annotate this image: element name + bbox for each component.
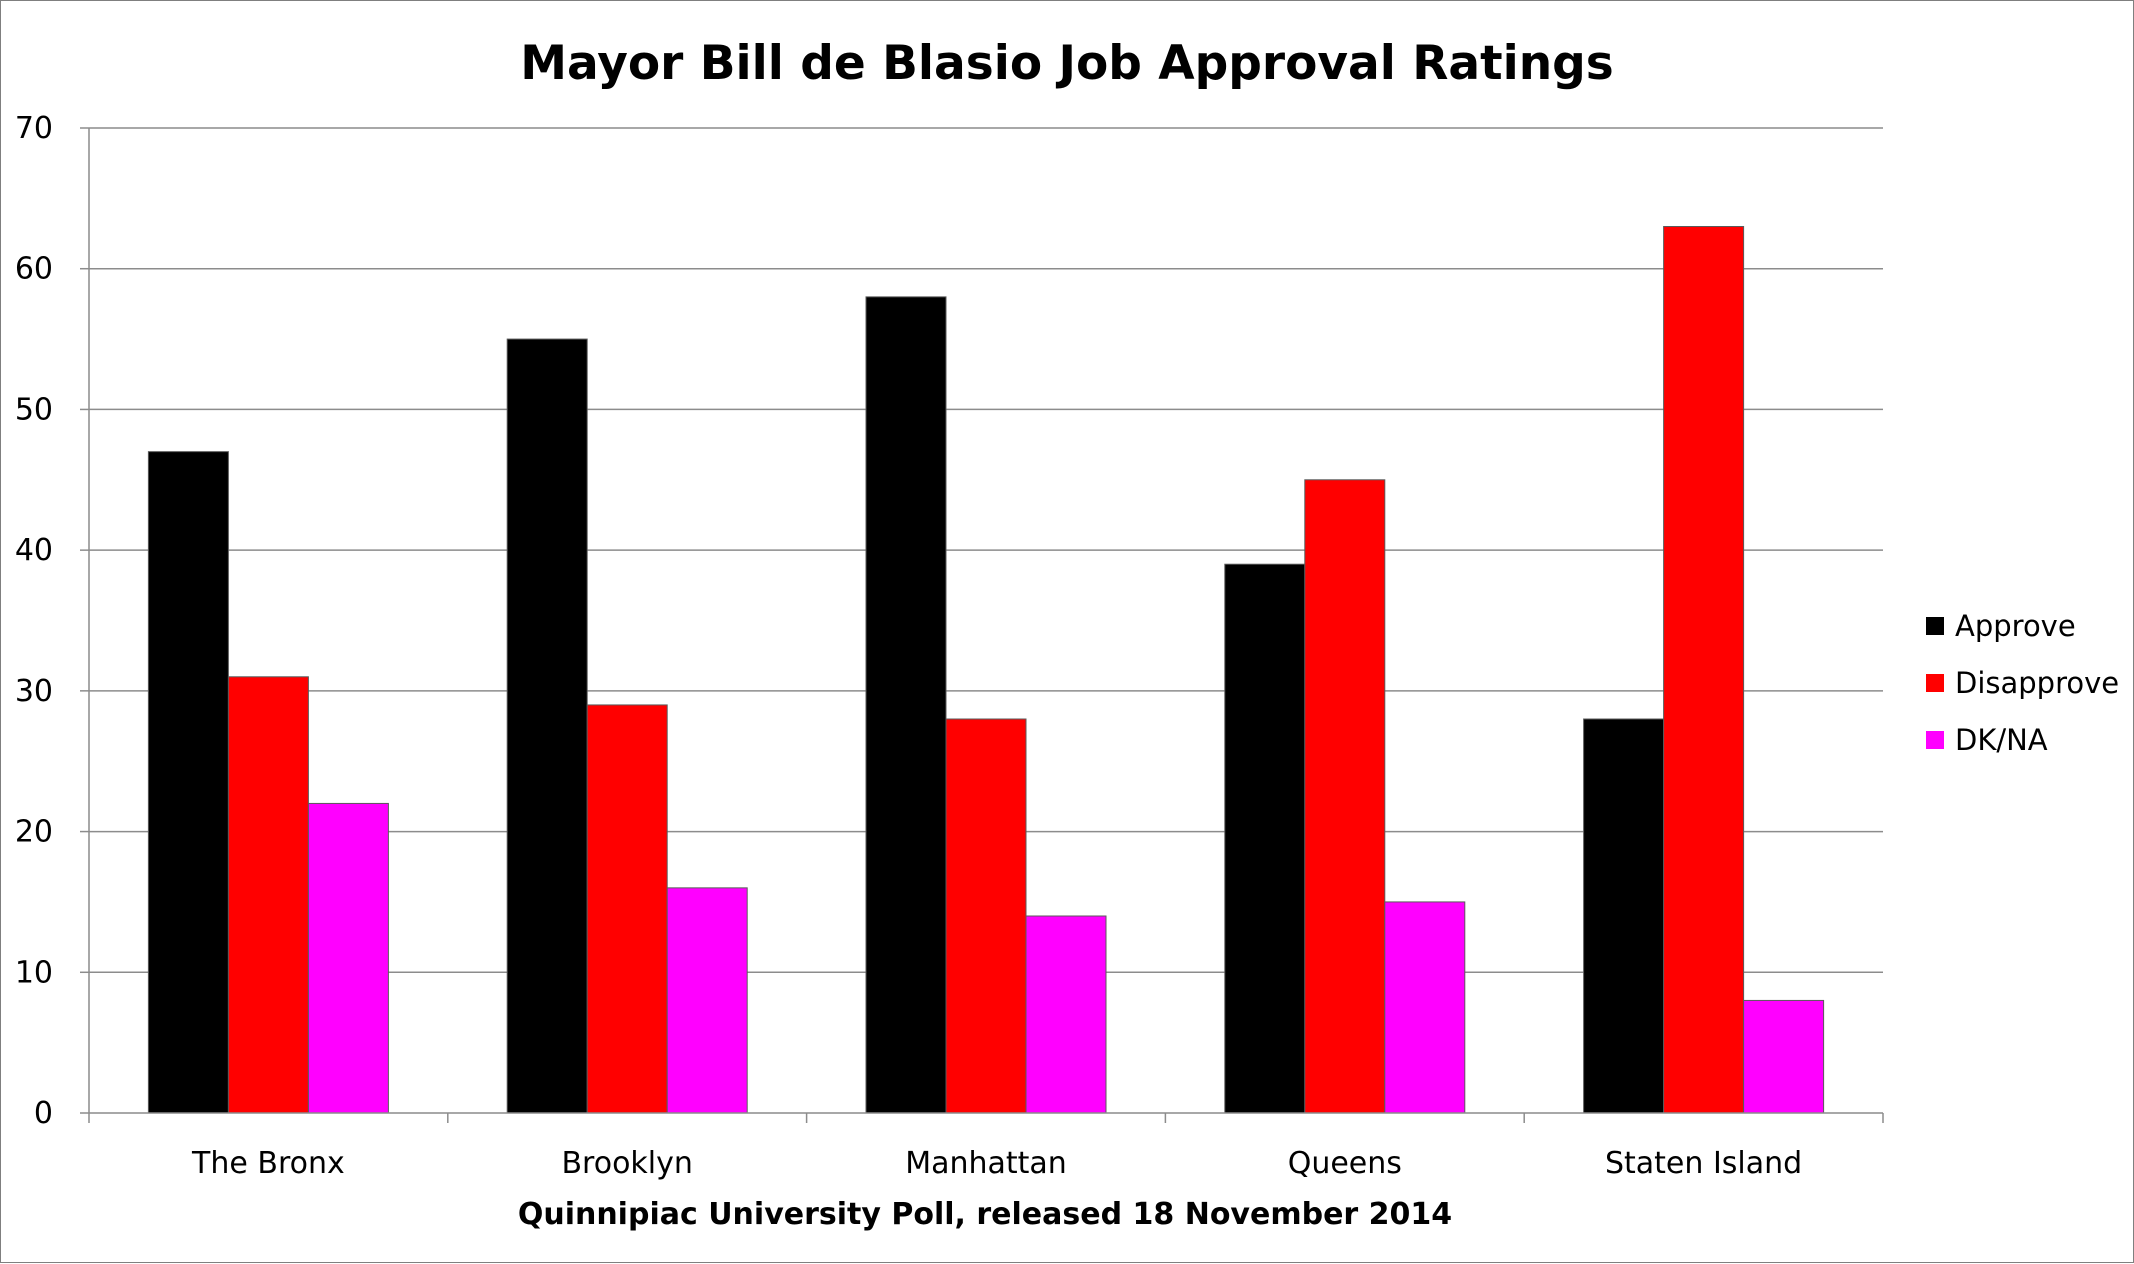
y-tick-label: 30 xyxy=(15,674,53,709)
bar-approve xyxy=(1224,563,1306,1114)
chart-title: Mayor Bill de Blasio Job Approval Rating… xyxy=(520,36,1614,91)
x-axis-label: Quinnipiac University Poll, released 18 … xyxy=(518,1197,1452,1232)
x-tick-label: Queens xyxy=(1288,1146,1402,1181)
bar-disapprove xyxy=(945,718,1027,1114)
legend-swatch xyxy=(1926,674,1944,692)
bar-approve xyxy=(147,451,229,1114)
bar-approve xyxy=(1583,718,1665,1114)
y-tick-label: 20 xyxy=(15,815,53,850)
y-tick-label: 60 xyxy=(15,252,53,287)
legend-swatch xyxy=(1926,617,1944,635)
bar-disapprove xyxy=(227,676,309,1114)
bars xyxy=(147,226,1825,1114)
legend: Approve Disapprove DK/NA xyxy=(1926,609,2119,757)
x-tick-label: Staten Island xyxy=(1605,1146,1802,1181)
bar-dk-na xyxy=(1025,915,1107,1114)
legend-label: Approve xyxy=(1955,609,2076,643)
bar-dk-na xyxy=(307,802,389,1114)
legend-label: DK/NA xyxy=(1955,723,2048,757)
y-tick-label: 0 xyxy=(34,1096,53,1131)
y-tick-labels: 0 10 20 30 40 50 60 70 xyxy=(15,111,53,1131)
x-tick-label: Brooklyn xyxy=(561,1146,692,1181)
x-tick-label: Manhattan xyxy=(905,1146,1067,1181)
y-tick-label: 70 xyxy=(15,111,53,146)
bar-dk-na xyxy=(1384,901,1466,1114)
bar-disapprove xyxy=(586,704,668,1114)
y-tick-label: 50 xyxy=(15,392,53,427)
y-tick-label: 40 xyxy=(15,533,53,568)
x-tick-label: The Bronx xyxy=(191,1146,345,1181)
bar-dk-na xyxy=(666,887,748,1114)
bar-disapprove xyxy=(1304,479,1386,1114)
bar-approve xyxy=(506,338,588,1114)
bar-disapprove xyxy=(1663,226,1745,1114)
bar-approve xyxy=(865,296,947,1114)
y-tick-label: 10 xyxy=(15,955,53,990)
x-tick-labels: The Bronx Brooklyn Manhattan Queens Staten I… xyxy=(191,1146,1802,1181)
legend-swatch xyxy=(1926,731,1944,749)
axes xyxy=(80,127,1884,1123)
legend-label: Disapprove xyxy=(1955,666,2119,700)
bar-dk-na xyxy=(1743,999,1825,1114)
